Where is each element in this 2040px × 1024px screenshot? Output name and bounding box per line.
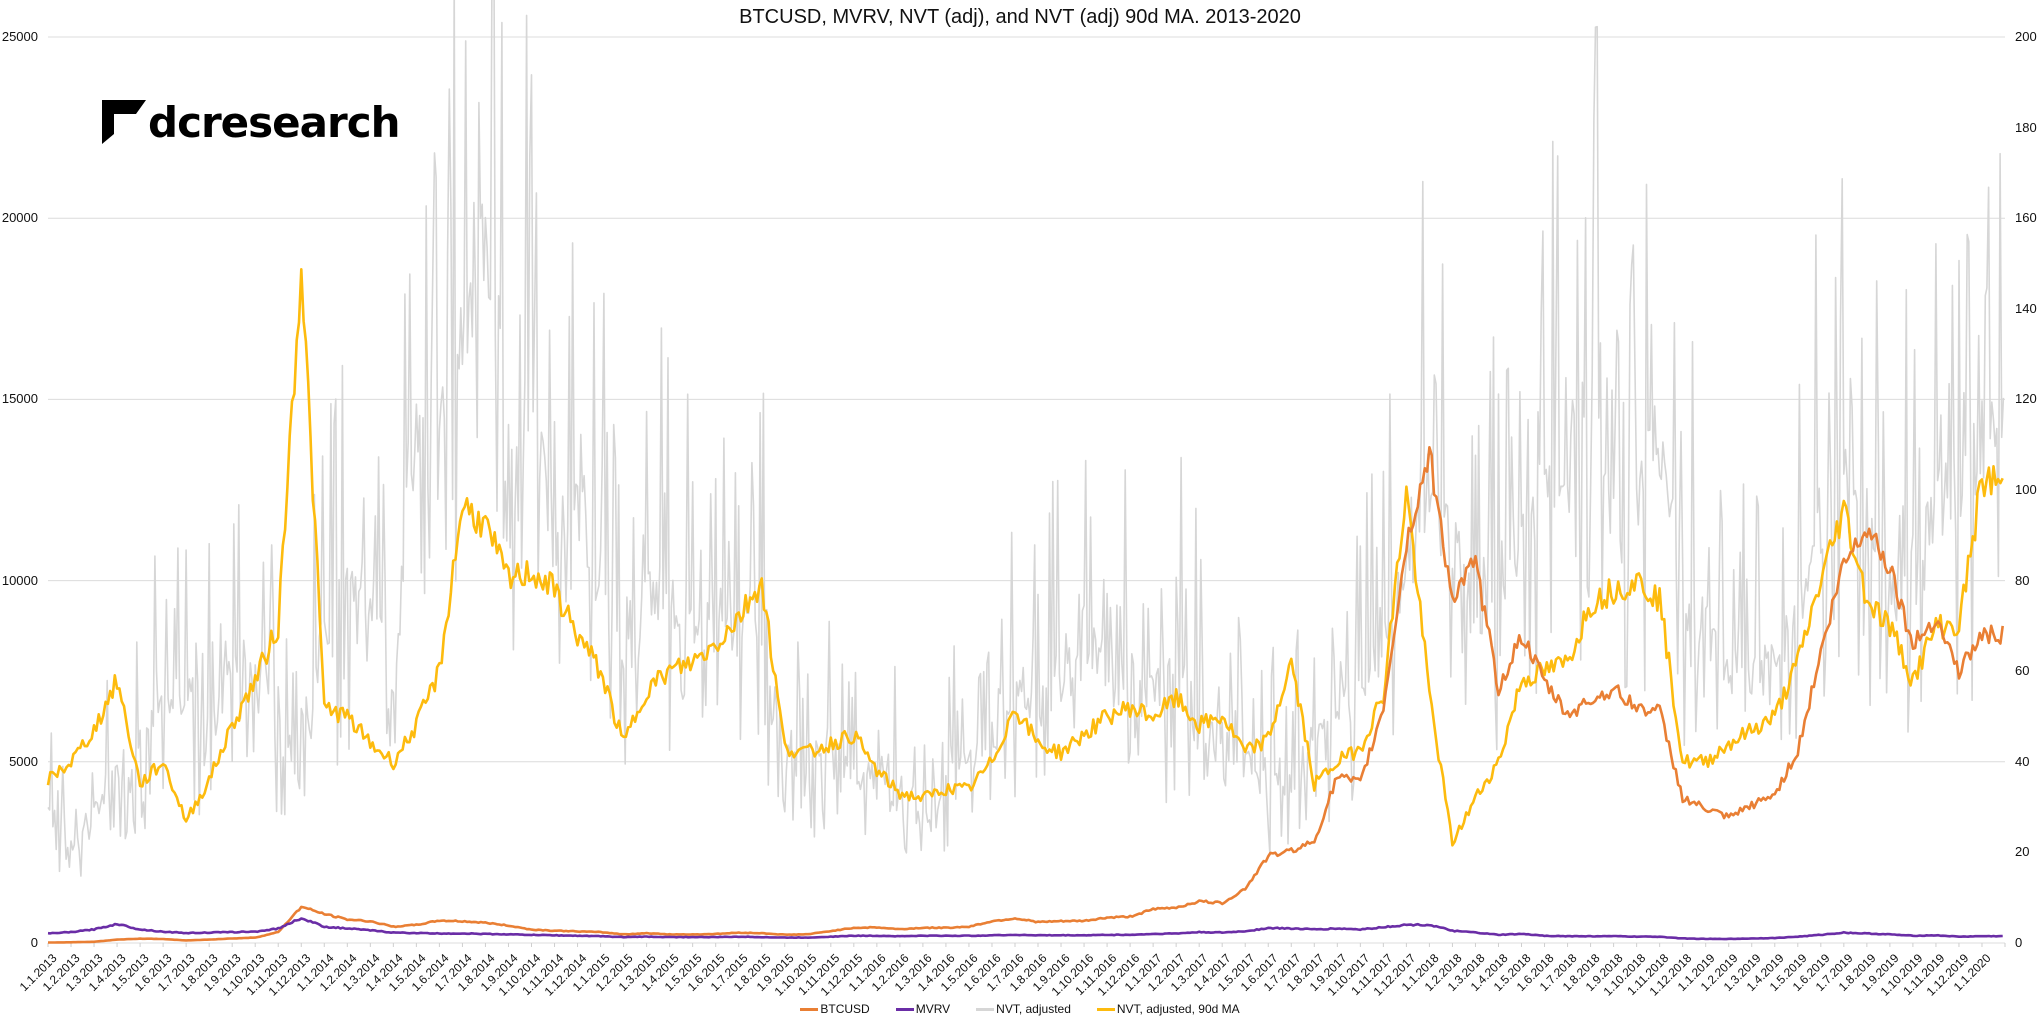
logo-text: dcresearch (148, 98, 400, 147)
legend: BTCUSD MVRV NVT, adjusted NVT, adjusted,… (0, 1002, 2040, 1016)
y-left-tick-label: 20000 (1, 210, 38, 226)
series-line-mvrv (47, 917, 2003, 941)
legend-label: MVRV (915, 1002, 951, 1016)
legend-label: NVT, adjusted (996, 1002, 1071, 1016)
y-right-tick-label: 140 (2015, 300, 2037, 316)
y-right-tick-label: 60 (2015, 663, 2030, 679)
dcresearch-logo-mark-icon (102, 100, 146, 144)
legend-label: NVT, adjusted, 90d MA (1116, 1002, 1240, 1016)
y-left-tick-label: 5000 (9, 753, 38, 769)
y-right-tick-label: 100 (2015, 482, 2037, 497)
series-line-nvt-adjusted (47, 0, 2005, 877)
legend-label: BTCUSD (820, 1002, 870, 1016)
legend-swatch-btcusd (800, 1007, 819, 1011)
chart-title: BTCUSD, MVRV, NVT (adj), and NVT (adj) 9… (739, 6, 1301, 28)
legend-swatch-mvrv (895, 1007, 914, 1011)
y-right-tick-label: 0 (2015, 935, 2023, 950)
y-right-tick-label: 80 (2015, 572, 2030, 588)
legend-swatch-nvt-adjusted (976, 1007, 995, 1011)
y-left-tick-label: 25000 (1, 29, 38, 44)
series-line-btcusd (48, 446, 2004, 944)
legend-item-nvt-adjusted: NVT, adjusted (976, 1002, 1071, 1016)
y-right-tick-label: 200 (2015, 29, 2037, 44)
y-right-tick-label: 40 (2015, 753, 2030, 769)
legend-item-btcusd: BTCUSD (800, 1002, 870, 1016)
y-left-tick-label: 0 (30, 935, 38, 950)
y-right-tick-label: 120 (2015, 391, 2037, 407)
y-right-tick-label: 20 (2015, 844, 2030, 860)
legend-item-mvrv: MVRV (895, 1002, 951, 1016)
y-left-tick-label: 15000 (1, 391, 38, 407)
y-left-tick-label: 10000 (1, 572, 38, 588)
legend-swatch-nvt-90d-ma (1096, 1007, 1115, 1011)
series-line-nvt-adjusted-90d-ma (46, 268, 2004, 847)
y-right-tick-label: 180 (2015, 119, 2037, 135)
dcresearch-logo: dcresearch (102, 100, 400, 144)
legend-item-nvt-adjusted-90d-ma: NVT, adjusted, 90d MA (1096, 1002, 1240, 1016)
y-right-tick-label: 160 (2015, 210, 2037, 226)
